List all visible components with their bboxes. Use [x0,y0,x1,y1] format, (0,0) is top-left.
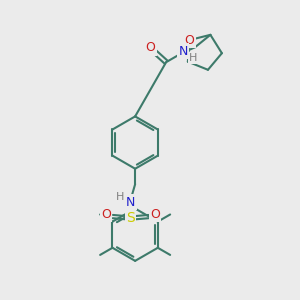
Text: N: N [178,45,188,58]
Text: O: O [184,34,194,46]
Text: S: S [126,211,135,225]
Text: O: O [101,208,111,221]
Text: H: H [189,53,198,63]
Text: H: H [116,192,124,202]
Text: O: O [150,208,160,221]
Text: O: O [146,41,156,54]
Text: N: N [126,196,135,208]
